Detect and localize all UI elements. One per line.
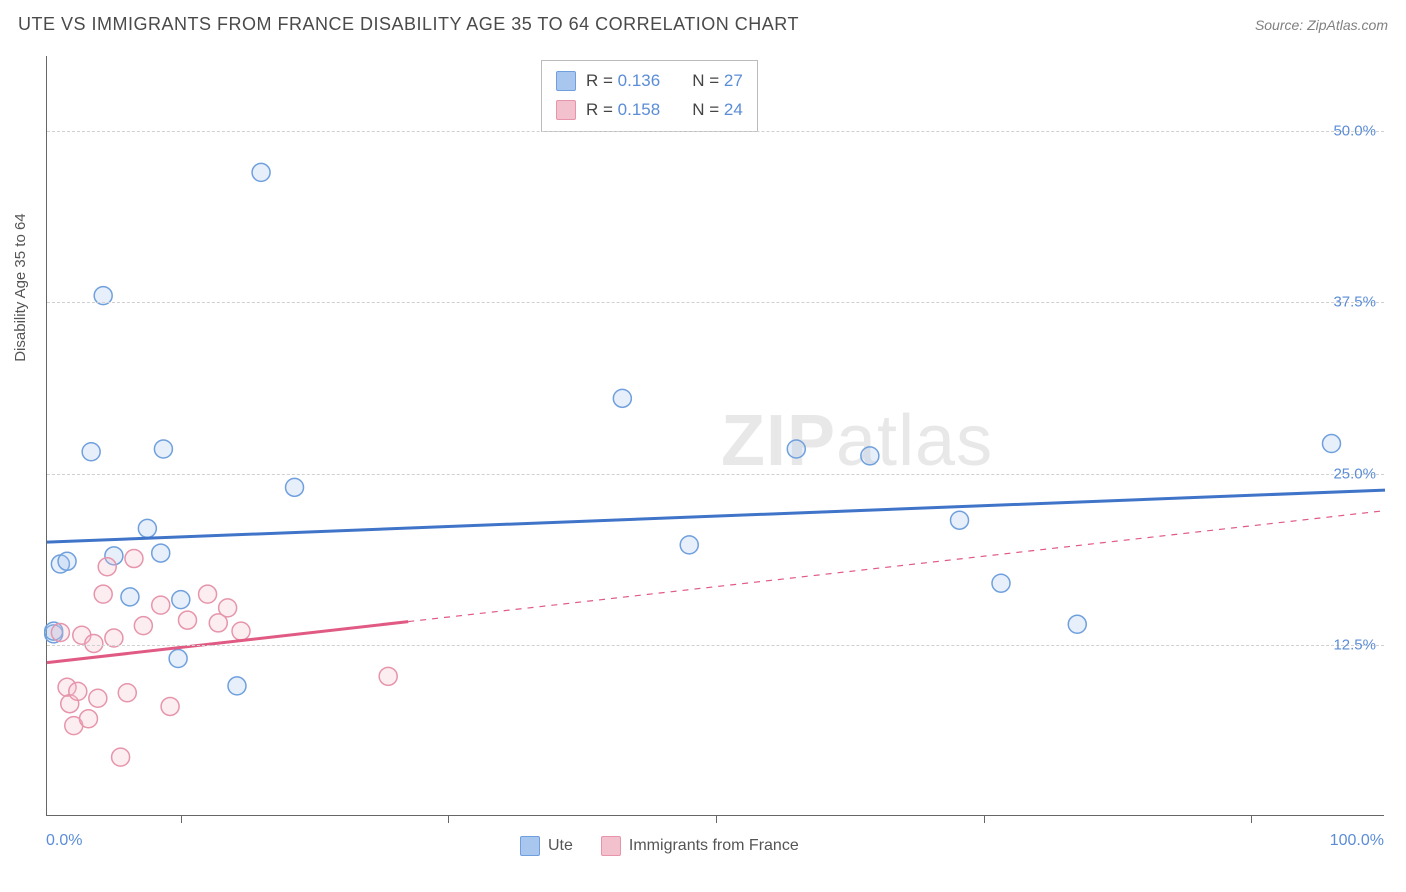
data-point (951, 511, 969, 529)
data-point (85, 634, 103, 652)
data-point (613, 389, 631, 407)
data-point (152, 596, 170, 614)
data-point (787, 440, 805, 458)
data-point (118, 684, 136, 702)
data-point (252, 163, 270, 181)
data-point (125, 550, 143, 568)
series-label: Ute (548, 837, 573, 855)
data-point (172, 591, 190, 609)
legend-row: R = 0.136 N = 27 (556, 67, 743, 96)
source-credit: Source: ZipAtlas.com (1255, 17, 1388, 33)
legend-swatch (520, 836, 540, 856)
series-legend-item: Immigrants from France (601, 836, 799, 856)
data-point (161, 697, 179, 715)
data-point (680, 536, 698, 554)
legend-swatch (601, 836, 621, 856)
x-max-label: 100.0% (1330, 832, 1384, 850)
gridline (47, 302, 1384, 303)
gridline (47, 645, 1384, 646)
legend-r-label: R = 0.136 (586, 67, 660, 96)
series-legend-item: Ute (520, 836, 573, 856)
data-point (379, 667, 397, 685)
gridline (47, 474, 1384, 475)
trend-line-extrapolated (408, 511, 1385, 622)
series-legend: Ute Immigrants from France (520, 836, 799, 856)
y-axis-label: Disability Age 35 to 64 (12, 213, 29, 361)
data-point (152, 544, 170, 562)
data-point (51, 624, 69, 642)
y-tick-label: 50.0% (1333, 123, 1376, 140)
series-label: Immigrants from France (629, 837, 799, 855)
data-point (69, 682, 87, 700)
legend-n-label: N = 27 (692, 67, 743, 96)
legend-r-label: R = 0.158 (586, 96, 660, 125)
data-point (178, 611, 196, 629)
legend-row: R = 0.158 N = 24 (556, 96, 743, 125)
data-point (98, 558, 116, 576)
legend-swatch (556, 100, 576, 120)
legend-n-label: N = 24 (692, 96, 743, 125)
data-point (58, 552, 76, 570)
scatter-chart (47, 56, 1384, 815)
data-point (112, 748, 130, 766)
data-point (1068, 615, 1086, 633)
x-tick (181, 815, 182, 823)
x-min-label: 0.0% (46, 832, 82, 850)
x-tick (984, 815, 985, 823)
x-tick (716, 815, 717, 823)
data-point (1322, 435, 1340, 453)
data-point (138, 519, 156, 537)
data-point (228, 677, 246, 695)
data-point (232, 622, 250, 640)
data-point (169, 650, 187, 668)
x-tick (1251, 815, 1252, 823)
data-point (82, 443, 100, 461)
data-point (89, 689, 107, 707)
y-tick-label: 37.5% (1333, 294, 1376, 311)
data-point (286, 478, 304, 496)
plot-area: ZIPatlas R = 0.136N = 27R = 0.158N = 24 … (46, 56, 1384, 816)
data-point (861, 447, 879, 465)
data-point (94, 585, 112, 603)
y-tick-label: 25.0% (1333, 465, 1376, 482)
x-tick (448, 815, 449, 823)
data-point (219, 599, 237, 617)
data-point (199, 585, 217, 603)
gridline (47, 131, 1384, 132)
y-tick-label: 12.5% (1333, 636, 1376, 653)
legend-swatch (556, 71, 576, 91)
trend-line (47, 490, 1385, 542)
chart-title: UTE VS IMMIGRANTS FROM FRANCE DISABILITY… (18, 14, 799, 35)
data-point (134, 617, 152, 635)
data-point (121, 588, 139, 606)
data-point (992, 574, 1010, 592)
correlation-legend: R = 0.136 N = 27 R = 0.158 N = 24 (541, 60, 758, 132)
data-point (79, 710, 97, 728)
data-point (154, 440, 172, 458)
